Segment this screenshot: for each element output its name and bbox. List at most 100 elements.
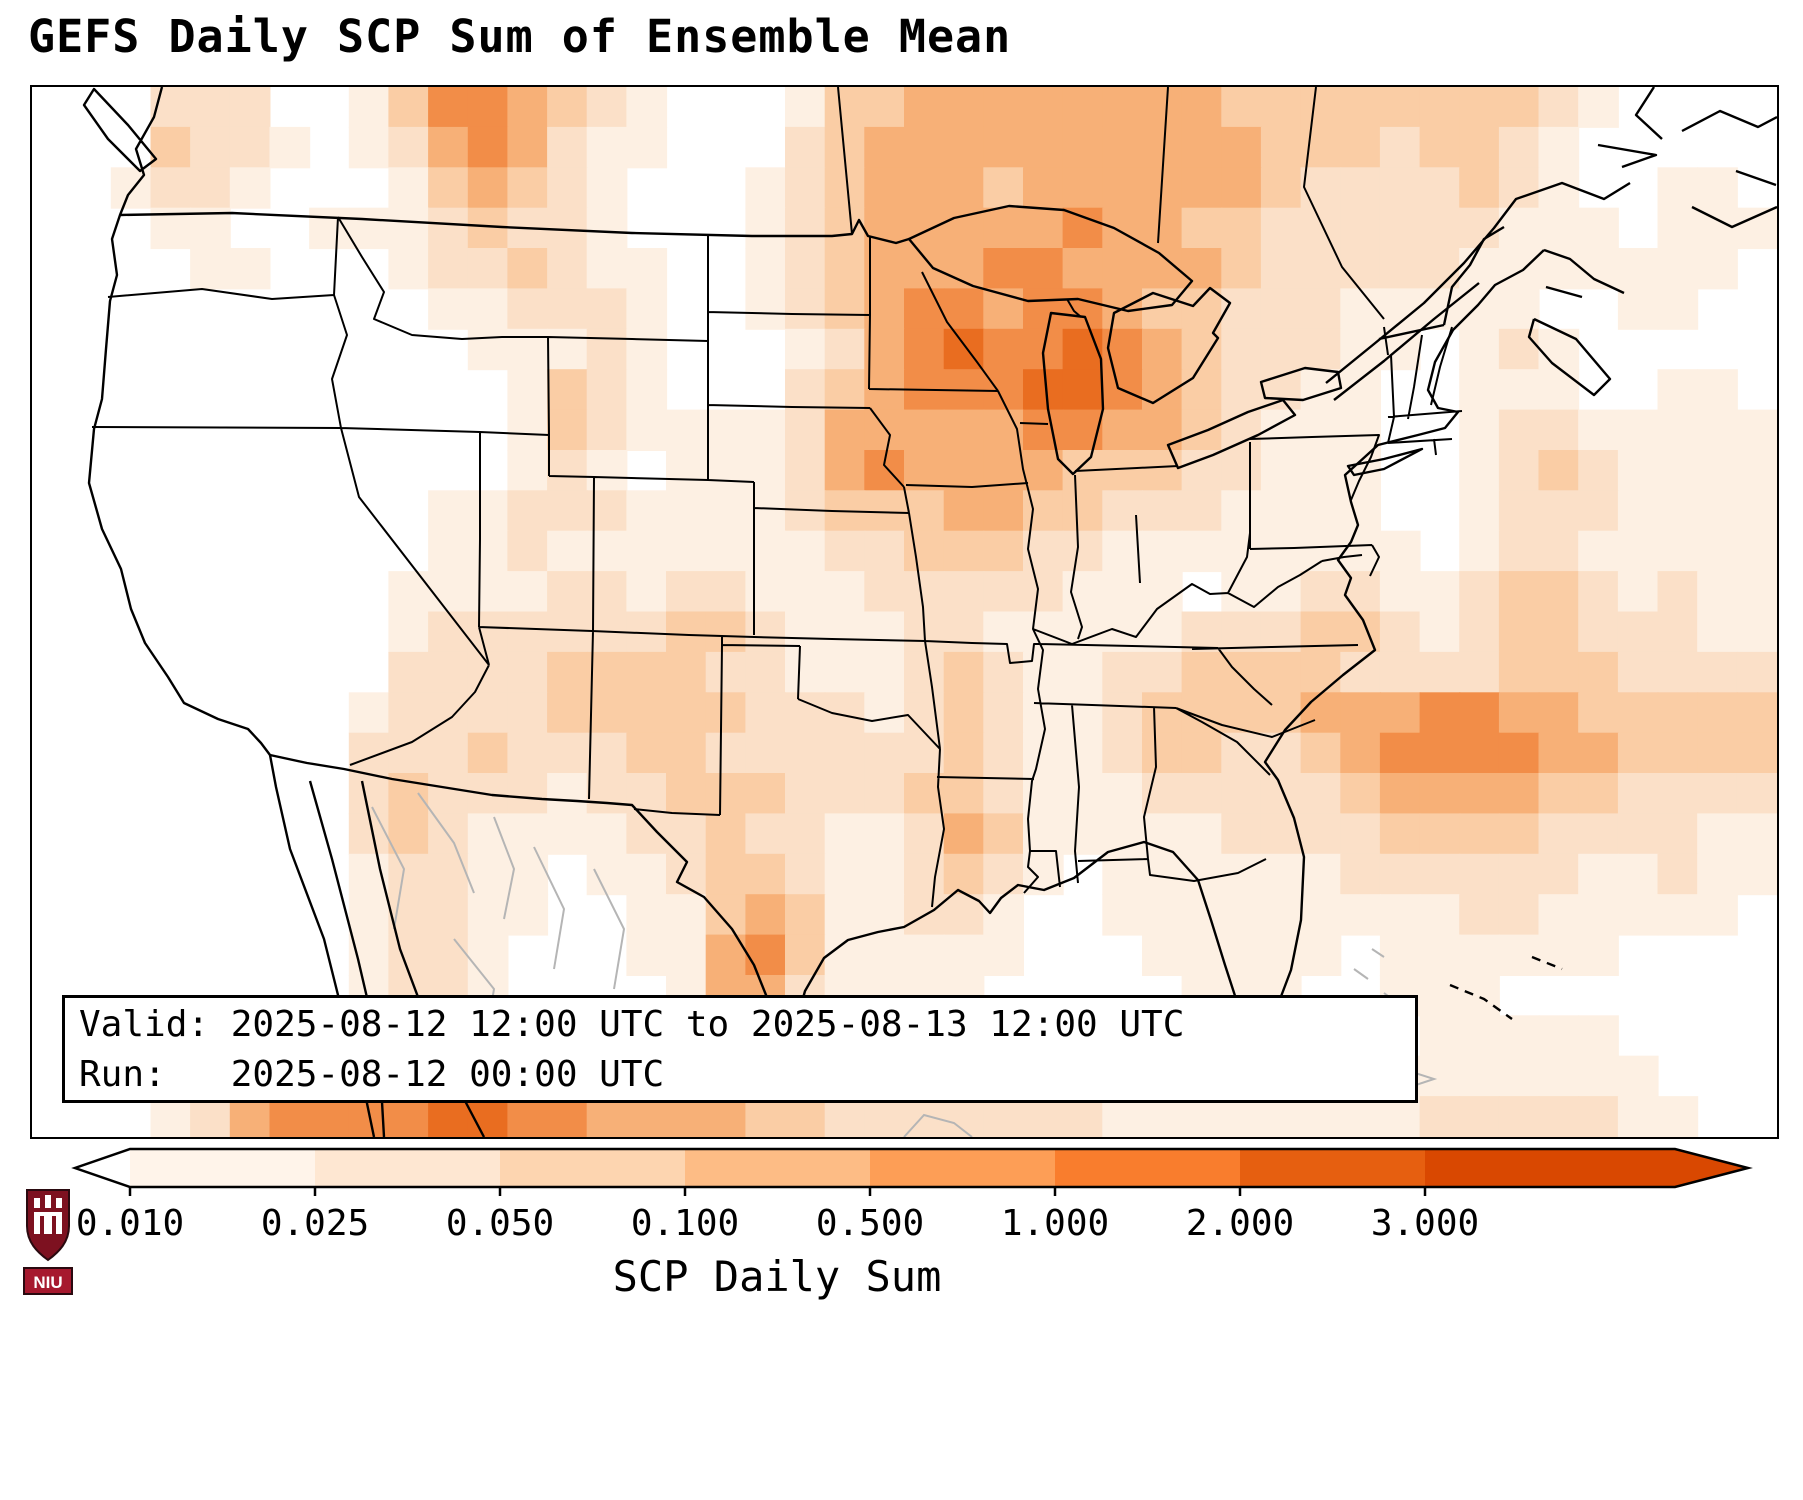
heat-cell — [1379, 167, 1421, 209]
heat-cell — [1260, 490, 1302, 532]
run-time-text: Run: 2025-08-12 00:00 UTC — [79, 1054, 665, 1095]
heat-cell — [586, 167, 628, 209]
heat-cell — [1538, 894, 1580, 936]
heat-cell — [785, 126, 826, 169]
forecast-info-box: Valid: 2025-08-12 12:00 UTC to 2025-08-1… — [62, 995, 1418, 1103]
heat-cell — [983, 692, 1024, 734]
heat-cell — [1419, 853, 1461, 896]
heat-cell — [1538, 207, 1580, 250]
heat-cell — [824, 288, 866, 330]
heat-cell — [507, 813, 549, 855]
heat-cell — [1736, 853, 1777, 896]
heat-cell — [1697, 207, 1738, 250]
heat-cell — [1578, 813, 1619, 855]
heat-cell — [864, 894, 905, 936]
heat-cell — [1142, 732, 1183, 775]
heat-cell — [666, 773, 707, 815]
north-america-coastline — [82, 87, 1545, 1073]
heat-cell — [1538, 571, 1580, 613]
heat-cell — [1578, 571, 1619, 613]
heat-cell — [824, 773, 866, 815]
heat-cell — [586, 207, 628, 250]
heat-cell — [1538, 1096, 1580, 1137]
heat-cell — [586, 328, 628, 371]
heat-cell — [348, 773, 390, 815]
colorbar-segment — [685, 1149, 870, 1187]
heat-cell — [1260, 692, 1302, 734]
heat-cell — [388, 126, 430, 169]
scp-heatmap-layer — [110, 87, 1777, 1137]
heat-cell — [1419, 288, 1461, 330]
heat-cell — [467, 692, 509, 734]
heat-cell — [586, 288, 628, 330]
heat-cell — [547, 692, 588, 734]
heat-cell — [1300, 571, 1342, 613]
heat-cell — [428, 248, 469, 290]
heat-cell — [1578, 248, 1619, 290]
heat-cell — [983, 530, 1024, 573]
heat-cell — [1657, 248, 1699, 290]
heat-cell — [1260, 450, 1302, 492]
heat-cell — [229, 167, 271, 209]
heat-cell — [1538, 813, 1580, 855]
heat-cell — [1697, 692, 1738, 734]
heat-cell — [983, 207, 1024, 250]
heat-cell — [1062, 651, 1104, 694]
heat-cell — [1459, 248, 1500, 290]
long-island — [1346, 447, 1424, 477]
heat-cell — [1062, 126, 1104, 169]
heat-cell — [1379, 853, 1421, 896]
heat-cell — [1419, 87, 1461, 128]
heat-cell — [1300, 530, 1342, 573]
heat-cell — [1102, 167, 1143, 209]
heat-cell — [943, 571, 985, 613]
heat-cell — [666, 692, 707, 734]
valid-time-text: Valid: 2025-08-12 12:00 UTC to 2025-08-1… — [79, 1004, 1185, 1045]
heat-cell — [388, 651, 430, 694]
heat-cell — [666, 530, 707, 573]
heat-cell — [1538, 732, 1580, 775]
heat-cell — [1379, 87, 1421, 128]
heat-cell — [864, 651, 905, 694]
heat-cell — [1340, 692, 1381, 734]
heat-cell — [1498, 571, 1540, 613]
heat-cell — [1062, 773, 1104, 815]
heat-cell — [1260, 126, 1302, 169]
heat-cell — [1498, 773, 1540, 815]
heat-cell — [1697, 248, 1738, 290]
heat-cell — [1419, 1096, 1461, 1137]
heat-cell — [785, 773, 826, 815]
heat-cell — [1181, 450, 1223, 492]
heat-cell — [1459, 651, 1500, 694]
heat-cell — [745, 813, 787, 855]
heat-cell — [1498, 207, 1540, 250]
heat-cell — [1260, 853, 1302, 896]
heat-cell — [1181, 126, 1223, 169]
heat-cell — [1538, 853, 1580, 896]
heat-cell — [824, 853, 866, 896]
heat-cell — [785, 732, 826, 775]
heat-cell — [1023, 692, 1064, 734]
heat-cell — [1498, 732, 1540, 775]
heat-cell — [1498, 611, 1540, 653]
heat-cell — [547, 409, 588, 451]
heat-cell — [1102, 732, 1143, 775]
heat-cell — [467, 571, 509, 613]
heat-cell — [626, 894, 668, 936]
heat-cell — [1538, 1055, 1580, 1098]
heat-cell — [626, 651, 668, 694]
heat-cell — [1459, 490, 1500, 532]
heat-cell — [745, 894, 787, 936]
heat-cell — [1181, 934, 1223, 976]
heat-cell — [1062, 571, 1104, 613]
colorbar-segment — [130, 1149, 315, 1187]
heat-cell — [1102, 126, 1143, 169]
heat-cell — [705, 450, 747, 492]
heat-cell — [1340, 853, 1381, 896]
heat-cell — [785, 530, 826, 573]
heat-cell — [904, 409, 945, 451]
heat-cell — [1181, 611, 1223, 653]
heat-cell — [864, 813, 905, 855]
heat-cell — [1459, 409, 1500, 451]
heat-cell — [467, 87, 509, 128]
